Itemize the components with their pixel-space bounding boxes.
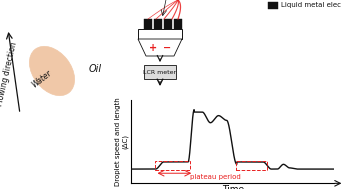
Text: LCR meter: LCR meter [144, 70, 177, 74]
Ellipse shape [29, 46, 75, 96]
Text: Liquid metal electrode: Liquid metal electrode [281, 2, 341, 9]
Bar [144, 19, 152, 29]
Text: plateau period: plateau period [190, 174, 241, 180]
Bar [236, 161, 267, 170]
Text: +: + [149, 43, 157, 53]
Bar [164, 19, 172, 29]
X-axis label: Time: Time [222, 185, 244, 189]
Text: ΔC: ΔC [196, 0, 208, 2]
Bar [144, 65, 176, 79]
Bar [174, 19, 182, 29]
Bar [154, 19, 162, 29]
Polygon shape [138, 39, 182, 56]
Bar [154, 161, 190, 170]
Text: Flowing direction: Flowing direction [0, 41, 19, 107]
Ellipse shape [236, 103, 270, 151]
Bar [138, 29, 182, 39]
Text: Oil: Oil [88, 64, 102, 74]
Text: Water: Water [30, 68, 54, 90]
Y-axis label: Droplet speed and length
(ΔC): Droplet speed and length (ΔC) [115, 97, 129, 186]
Bar [268, 2, 278, 9]
Text: −: − [163, 43, 171, 53]
